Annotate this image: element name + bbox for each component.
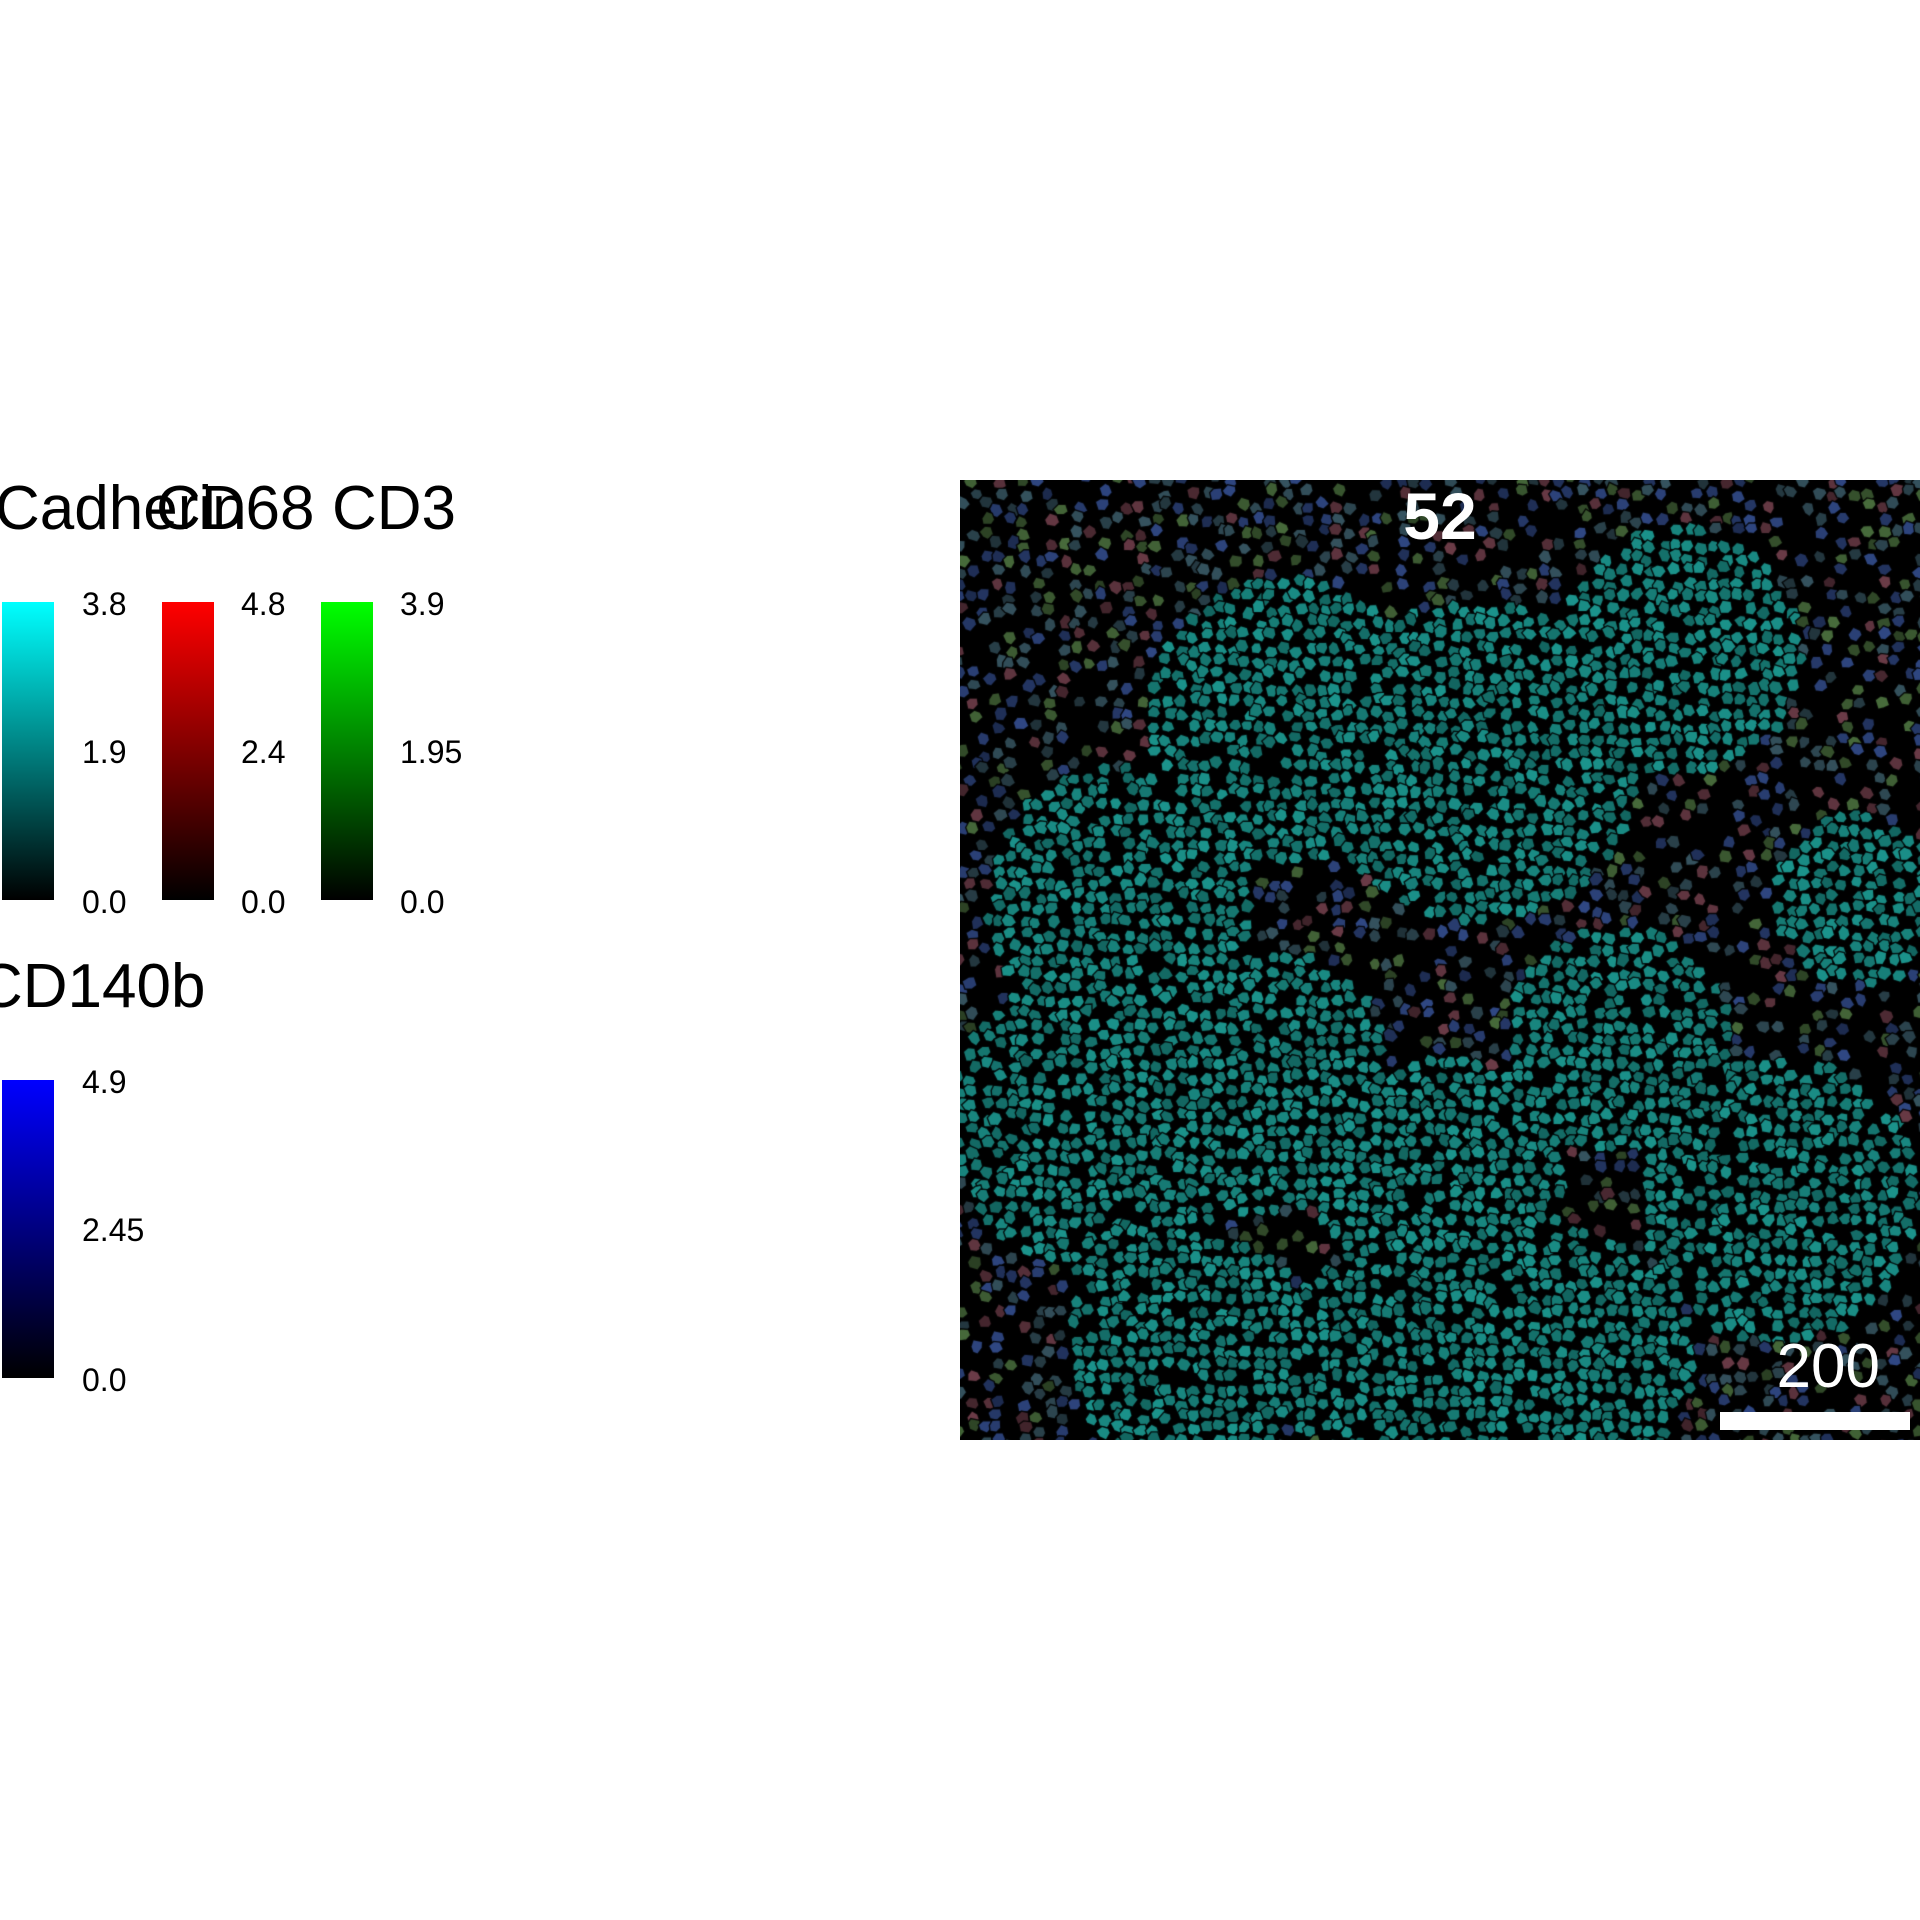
- tick-max-cd140b: 4.9: [82, 1064, 127, 1100]
- legend-title-cd3: CD3: [332, 474, 457, 543]
- tissue-image-panel: 52 200: [960, 480, 1920, 1440]
- scale-bar: [1720, 1412, 1910, 1430]
- tick-max-cd68: 4.8: [241, 586, 286, 622]
- legend-title-cd68: CD68: [156, 474, 315, 543]
- legend-title-cd140b: CD140b: [0, 952, 206, 1021]
- tick-min-cadherin: 0.0: [82, 884, 127, 920]
- colorbar-cd3: [321, 602, 373, 900]
- tick-min-cd140b: 0.0: [82, 1362, 127, 1398]
- tick-mid-cd68: 2.4: [241, 734, 286, 770]
- colorbar-cd140b: [2, 1080, 54, 1378]
- tick-min-cd3: 0.0: [400, 884, 445, 920]
- scale-bar-label: 200: [1776, 1332, 1880, 1401]
- tick-mid-cd3: 1.95: [400, 734, 463, 770]
- legend-title-cadherin: Cadherin: [0, 474, 247, 543]
- tick-max-cadherin: 3.8: [82, 586, 127, 622]
- colorbar-cd68: [162, 602, 214, 900]
- colorbar-cadherin: [2, 602, 54, 900]
- cell-segmentation-image: [960, 480, 1920, 1440]
- tick-mid-cadherin: 1.9: [82, 734, 127, 770]
- image-id-label: 52: [1403, 480, 1477, 553]
- tick-max-cd3: 3.9: [400, 586, 445, 622]
- tick-mid-cd140b: 2.45: [82, 1212, 145, 1248]
- tick-min-cd68: 0.0: [241, 884, 286, 920]
